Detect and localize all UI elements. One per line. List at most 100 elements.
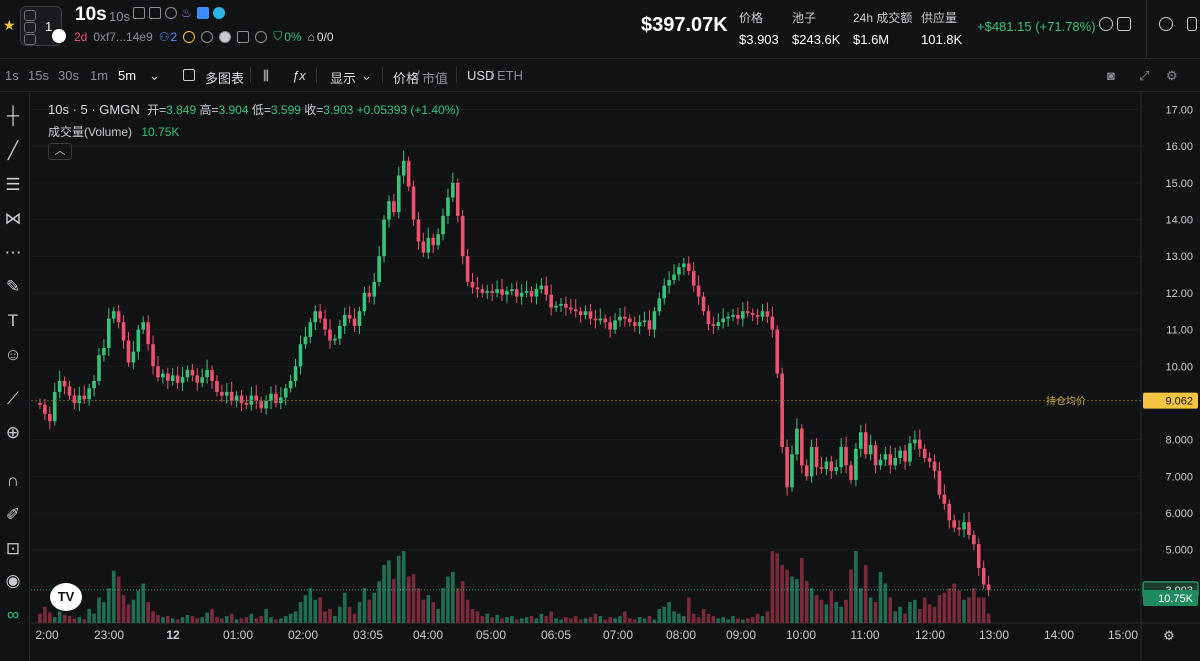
volume-bar [814,595,819,623]
volume-bar [431,602,435,623]
volume-bar [485,613,490,623]
star-icon[interactable]: ★ [3,17,16,33]
emoji-icon[interactable]: ☺ [4,345,22,364]
candle-body [244,402,249,405]
projection-icon[interactable]: ⋯ [4,243,22,262]
candle-body [460,215,465,257]
alarm-icon[interactable] [1159,17,1173,31]
trendline-icon[interactable]: ╱ [7,141,19,160]
volume-bar [102,602,106,623]
volume-bar [765,611,770,623]
price-toggle[interactable]: 价格 [393,71,420,86]
fullscreen-icon[interactable]: ⤢ [1139,68,1150,83]
external-icon[interactable] [237,30,250,43]
user-icon [255,30,268,43]
volume-bar [583,618,588,623]
volume-bar [927,604,932,623]
collapse-legend-button[interactable]: ︿ [48,143,72,160]
share-icon[interactable] [165,7,177,19]
volume-bar [559,619,563,623]
eye-icon[interactable]: ◉ [5,571,21,590]
fib-icon[interactable]: ☰ [5,175,21,194]
market-cap: $397.07K [641,14,728,36]
indicators-icon[interactable]: ƒx [292,68,306,83]
volume-bar [180,617,185,623]
crosshair-icon[interactable]: ┼ [6,106,20,125]
interval-30s[interactable]: 30s [58,68,79,83]
interval-15s[interactable]: 15s [28,68,49,83]
candle-body [942,494,947,504]
candle-body [288,380,293,389]
legend-high: 3.904 [218,103,249,117]
candle-body [691,270,696,286]
globe-icon[interactable] [201,30,214,43]
chevron-down-icon[interactable]: ⌄ [149,68,160,83]
candle-body [731,314,735,317]
candle-type-icon[interactable]: ⫼ [263,68,269,83]
volume-bar [264,609,268,623]
candle-body [495,289,499,293]
multi-chart-checkbox[interactable] [183,69,195,81]
candle-body [338,325,342,339]
pattern-icon[interactable]: ⋈ [4,209,22,228]
tradingview-logo[interactable]: TV [50,583,82,611]
magnet-icon[interactable]: ∩ [6,471,20,490]
volume-bar [161,617,165,623]
candle-body [632,322,637,326]
brush-icon[interactable]: ✎ [5,277,21,296]
camera-icon[interactable]: ◙ [1107,68,1115,83]
quote-usd[interactable]: USD [467,68,495,83]
telegram-icon[interactable] [197,7,209,19]
candle-body [352,318,357,326]
volume-bar [804,581,809,623]
volume-bar [588,617,593,623]
candle-body [170,375,175,381]
contract-address[interactable]: 0xf7...14e9 [93,29,153,44]
mcap-toggle[interactable]: 市值 [422,71,449,86]
volume-bar [269,617,273,623]
copy-icon[interactable] [149,7,161,19]
candle-body [200,377,204,383]
candle-body [48,413,52,422]
display-menu[interactable]: 显示 [330,71,357,86]
ruler-icon[interactable]: ⟋ [7,389,19,408]
candle-body [534,289,539,297]
toggle-slash: / [416,68,420,83]
volume-bar [416,588,421,623]
edit-icon[interactable] [133,7,145,19]
candle-body [706,311,711,325]
volume-bar [598,616,603,623]
link-icon[interactable]: ∞ [6,605,20,624]
lock-icon[interactable]: ⊡ [5,539,21,558]
candle-body [922,448,927,458]
bundle-count: 0/0 [316,29,334,44]
volume-bar [863,564,868,623]
candle-body [165,373,170,381]
quote-eth[interactable]: ETH [497,68,523,83]
eye-icon[interactable] [1099,17,1113,31]
interval-1m[interactable]: 1m [90,68,109,83]
candle-body [981,567,986,585]
volume-bar [755,613,760,623]
volume-bar [451,571,455,623]
text-icon[interactable]: T [7,311,19,330]
multi-chart-label[interactable]: 多图表 [205,71,245,86]
price-chart[interactable]: 17.00 16.00 15.00 14.00 13.00 12.00 11.00 10.00… [31,93,1200,661]
volume-bar [244,617,249,623]
volume-bar [873,602,878,623]
candle-body [136,329,141,352]
zoom-in-icon[interactable]: ⊕ [5,423,21,442]
open-external-icon[interactable] [1117,17,1131,31]
panel-icon[interactable] [1187,17,1197,31]
avatar[interactable]: 1 [20,6,62,46]
candle-body [863,432,868,455]
fire-icon: ♨ [181,6,192,20]
interval-5m[interactable]: 5m [118,68,137,83]
lock-drawing-icon[interactable]: ✐ [5,505,21,524]
candle-body [313,311,318,323]
chevron-down-icon[interactable]: ⌄ [361,68,372,83]
settings-icon[interactable]: ⚙ [1166,68,1178,83]
chart-background [31,93,1200,661]
interval-1s[interactable]: 1s [5,68,19,83]
x-tick-label: 10:00 [786,628,816,642]
